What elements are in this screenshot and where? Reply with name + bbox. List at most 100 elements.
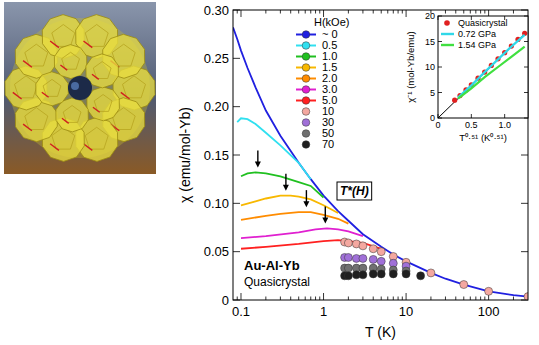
- t-star-arrowhead: [283, 185, 289, 191]
- polyhedron-face: [25, 108, 48, 130]
- minor-tick: [455, 10, 456, 14]
- inset-series-line: [438, 34, 525, 118]
- series-point: [427, 269, 435, 277]
- minor-tick: [445, 297, 446, 301]
- annotation: T*(H): [337, 182, 372, 200]
- series-line: [241, 212, 348, 224]
- x-axis-title: T (K): [365, 324, 396, 340]
- inset-plot: [438, 31, 527, 118]
- edge: [83, 41, 92, 48]
- cluster-core: [71, 82, 79, 90]
- legend-marker: [302, 108, 310, 116]
- legend-marker: [302, 141, 310, 149]
- inset-y-axis-title: χ⁻¹ (mol-Yb/emu): [405, 31, 416, 102]
- minor-tick: [393, 10, 394, 14]
- legend-marker: [302, 64, 310, 72]
- minor-tick: [387, 297, 388, 301]
- series-point: [344, 272, 352, 280]
- y-tick-label: 0.15: [204, 148, 229, 163]
- minor-tick: [387, 10, 388, 14]
- legend-marker: [302, 42, 310, 50]
- series-line: [241, 172, 324, 197]
- series-line: [241, 228, 363, 238]
- edge: [93, 107, 100, 112]
- edge: [50, 144, 59, 151]
- minor-tick: [305, 10, 306, 14]
- legend: H(kOe)~ 00.51.01.52.03.05.010305070: [296, 16, 349, 150]
- minor-tick: [315, 10, 316, 14]
- series-point: [389, 270, 397, 278]
- series-line: [241, 196, 338, 213]
- x-tick-label: 1: [320, 304, 327, 319]
- t-star-arrow: [257, 151, 258, 163]
- sample-label: Au-Al-Yb: [244, 258, 300, 273]
- series-point: [369, 255, 377, 263]
- x-tick: [240, 293, 241, 300]
- minor-tick: [402, 10, 403, 14]
- minor-tick: [480, 10, 481, 14]
- edge: [23, 124, 32, 131]
- annotation-text: T*(H): [340, 184, 369, 198]
- polyhedron-face: [25, 44, 48, 66]
- y-axis-title: χ (emu/mol-Yb): [177, 107, 193, 203]
- y-tick: [233, 106, 240, 107]
- minor-tick: [470, 10, 471, 14]
- inset-frame: [438, 16, 528, 118]
- inset-y-tick-label: 15: [425, 37, 435, 47]
- inset-y-tick: [524, 41, 528, 42]
- minor-tick: [430, 297, 431, 301]
- series-point: [359, 254, 367, 262]
- minor-tick: [348, 10, 349, 14]
- series-point: [369, 270, 377, 278]
- minor-tick: [265, 10, 266, 14]
- inset-y-tick-label: 20: [425, 11, 435, 21]
- minor-tick: [455, 297, 456, 301]
- minor-tick: [373, 297, 374, 301]
- edge: [92, 74, 99, 79]
- y-tick-label: 0.10: [204, 196, 229, 211]
- inset-y-tick: [438, 41, 442, 42]
- minor-tick: [280, 10, 281, 14]
- series-point: [359, 242, 367, 250]
- legend-marker: [302, 97, 310, 105]
- minor-tick: [305, 297, 306, 301]
- series-line: [237, 118, 311, 179]
- inset-x-tick-label: 0: [435, 120, 440, 130]
- minor-tick: [484, 10, 485, 14]
- polyhedron-face: [85, 127, 108, 149]
- legend-label: 70: [322, 138, 334, 150]
- inset-y-tick-label: 10: [425, 62, 435, 72]
- t-star-arrowhead: [255, 162, 261, 168]
- edge: [42, 92, 49, 97]
- x-tick-label: 10: [399, 304, 413, 319]
- inset-x-tick: [504, 114, 505, 118]
- inset-x-axis-title: T⁰·⁵¹ (K⁰·⁵¹): [459, 132, 507, 143]
- minor-tick: [463, 10, 464, 14]
- main-frame: [233, 10, 528, 300]
- y-tick: [233, 203, 240, 204]
- series-point: [417, 272, 425, 280]
- legend-title: H(kOe): [314, 16, 349, 28]
- polyhedron: [36, 72, 69, 106]
- inset-y-tick: [438, 92, 442, 93]
- minor-tick: [480, 297, 481, 301]
- inset-legend-marker: [444, 20, 450, 26]
- y-tick-label: 0.05: [204, 244, 229, 259]
- polyhedron-face: [123, 76, 146, 98]
- polyhedron-face: [62, 52, 80, 69]
- edge: [13, 92, 22, 99]
- minor-tick: [298, 297, 299, 301]
- y-tick-label: 0.20: [204, 99, 229, 114]
- inset-legend-label: 0.72 GPa: [458, 29, 496, 39]
- y-tick-label: 0.30: [204, 3, 229, 18]
- polyhedron-face: [94, 95, 112, 112]
- inset-background: [438, 16, 528, 118]
- figure: 0.111010000.050.100.150.200.250.30T (K)χ…: [0, 0, 539, 345]
- inset-series-line: [458, 35, 525, 98]
- edge: [62, 118, 69, 123]
- legend-marker: [302, 86, 310, 94]
- image-background: [4, 2, 156, 174]
- minor-tick: [381, 10, 382, 14]
- minor-tick: [348, 297, 349, 301]
- x-tick: [406, 293, 407, 300]
